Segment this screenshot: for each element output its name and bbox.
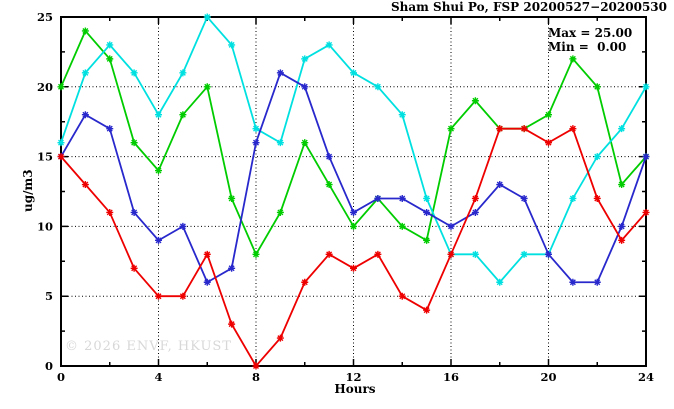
x-tick-label: 12 — [345, 370, 361, 384]
watermark: © 2026 ENVF, HKUST — [65, 339, 232, 354]
x-tick-label: 8 — [252, 370, 260, 384]
x-tick-label: 24 — [638, 370, 654, 384]
series-red-markers — [57, 125, 650, 370]
y-axis-label: ug/m3 — [21, 169, 35, 212]
x-axis-label: Hours — [334, 382, 376, 396]
chart-title: Sham Shui Po, FSP 20200527−20200530 — [391, 0, 667, 14]
y-tick-label: 5 — [45, 289, 53, 303]
min-annotation: Min = 0.00 — [548, 40, 627, 54]
max-annotation: Max = 25.00 — [548, 26, 633, 40]
y-tick-label: 20 — [37, 80, 53, 94]
x-tick-label: 4 — [154, 370, 162, 384]
y-tick-label: 0 — [45, 359, 53, 373]
y-tick-label: 10 — [37, 219, 53, 233]
x-tick-label: 16 — [443, 370, 459, 384]
x-tick-label: 0 — [57, 370, 65, 384]
y-tick-label: 25 — [37, 10, 53, 24]
x-tick-label: 20 — [540, 370, 556, 384]
y-tick-label: 15 — [37, 150, 53, 164]
